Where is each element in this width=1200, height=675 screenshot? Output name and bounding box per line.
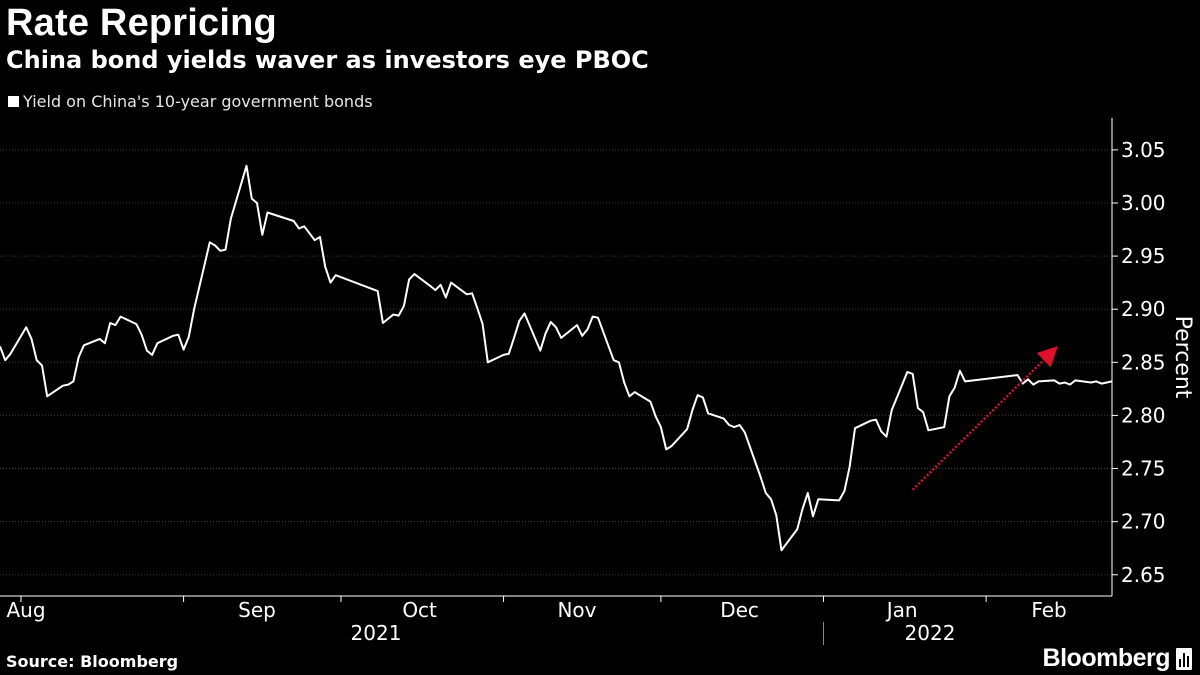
y-tick-label: 2.80 — [1121, 403, 1166, 427]
series-line — [0, 164, 1113, 552]
brand-name: Bloomberg — [1042, 644, 1171, 672]
source-note: Source: Bloomberg — [6, 652, 179, 671]
legend: Yield on China's 10-year government bond… — [8, 92, 373, 111]
chart-title: Rate Repricing — [6, 2, 277, 44]
y-axis-label: Percent — [1170, 316, 1195, 399]
bloomberg-terminal-icon — [1176, 647, 1192, 670]
y-tick-label: 3.00 — [1121, 191, 1166, 215]
x-tick-label: Dec — [720, 598, 759, 622]
year-label: 2022 — [905, 621, 956, 645]
y-tick-label: 2.65 — [1121, 563, 1166, 587]
x-tick-label: Feb — [1031, 598, 1066, 622]
legend-swatch — [8, 96, 19, 107]
trend-arrow — [911, 346, 1058, 491]
x-tick-label: Jan — [885, 598, 918, 622]
y-tick-label: 2.70 — [1121, 510, 1166, 534]
y-tick-label: 2.95 — [1121, 244, 1166, 268]
y-tick-label: 3.05 — [1121, 138, 1166, 162]
x-tick-label: Nov — [557, 598, 596, 622]
brand-logo: Bloomberg — [1043, 644, 1192, 673]
chart-subtitle: China bond yields waver as investors eye… — [6, 46, 649, 74]
legend-label: Yield on China's 10-year government bond… — [23, 92, 373, 111]
y-tick-label: 2.75 — [1121, 457, 1166, 481]
y-tick-label: 2.90 — [1121, 297, 1166, 321]
x-tick-label: Aug — [6, 598, 45, 622]
x-tick-label: Sep — [238, 598, 276, 622]
year-label: 2021 — [351, 621, 402, 645]
x-tick-label: Oct — [402, 598, 437, 622]
y-tick-label: 2.85 — [1121, 350, 1166, 374]
